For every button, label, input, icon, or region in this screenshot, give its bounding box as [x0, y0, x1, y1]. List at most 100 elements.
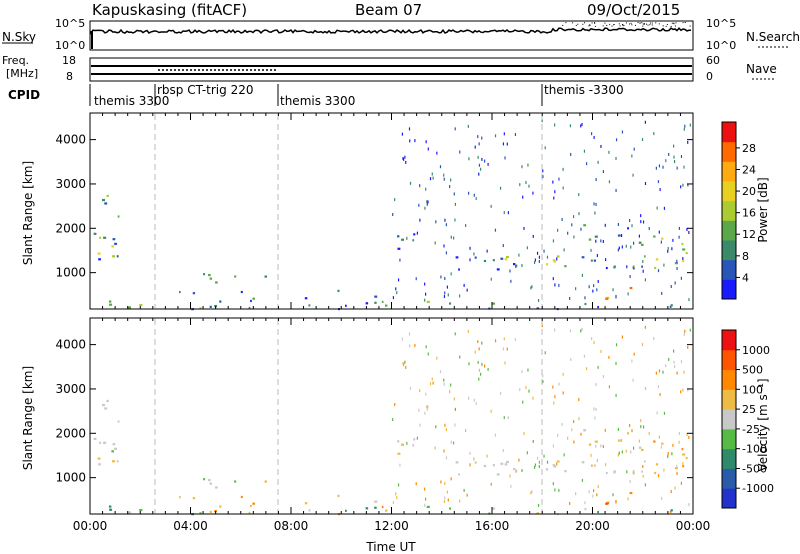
power-cell — [397, 247, 401, 250]
nsearch-point — [625, 22, 627, 24]
power-cell — [469, 258, 471, 262]
nsearch-point — [658, 23, 660, 25]
velocity-cell — [443, 382, 445, 386]
nsearch-point — [671, 22, 673, 24]
power-cell — [454, 127, 456, 131]
velocity-cell — [392, 501, 395, 505]
velocity-cell — [106, 399, 109, 403]
velocity-cell — [425, 345, 427, 349]
colorbar-swatch — [722, 122, 736, 143]
colorbar-tick-label: 8 — [742, 250, 749, 263]
velocity-cell — [553, 465, 557, 468]
power-cell — [215, 281, 218, 284]
power-cell — [504, 258, 508, 261]
nsky-label: N.Sky — [2, 30, 36, 44]
velocity-cell — [657, 474, 660, 478]
power-cell — [521, 165, 523, 169]
power-cell — [663, 206, 666, 210]
power-cell — [662, 165, 664, 169]
velocity-cell — [112, 443, 116, 446]
power-cell — [597, 305, 599, 309]
y-tick-label: 4000 — [55, 133, 86, 147]
velocity-cell — [625, 449, 627, 453]
velocity-cell — [640, 419, 642, 423]
power-cell — [613, 266, 616, 269]
power-cell — [308, 304, 311, 307]
velocity-cell — [504, 361, 506, 365]
power-cell — [494, 134, 497, 138]
nsearch-point — [651, 24, 653, 26]
power-cell — [633, 147, 635, 151]
power-colorbar: 4 8 12 16 20 24 28 — [721, 121, 756, 300]
velocity-cell — [425, 392, 427, 396]
power-cell — [106, 194, 109, 198]
velocity-cell — [596, 493, 598, 497]
velocity-cell — [502, 449, 504, 453]
velocity-cell — [478, 377, 480, 381]
velocity-cell — [139, 508, 143, 512]
velocity-cell — [556, 460, 560, 463]
y-tick-label: 2000 — [55, 221, 86, 235]
power-cell — [686, 228, 688, 232]
power-cell — [392, 296, 395, 300]
freq-label-line2: [MHz] — [6, 67, 38, 80]
power-cell — [515, 265, 517, 269]
power-cell — [657, 180, 660, 184]
power-cell — [631, 224, 633, 228]
velocity-cell — [494, 433, 497, 437]
power-cell — [569, 296, 571, 300]
power-cell — [552, 259, 556, 262]
velocity-cell — [558, 488, 560, 492]
velocity-cell — [404, 360, 406, 364]
velocity-cell — [521, 370, 523, 374]
velocity-cell — [583, 429, 587, 432]
colorbar-frame — [721, 121, 737, 300]
velocity-cell — [473, 457, 475, 461]
power-cell — [594, 211, 596, 215]
velocity-cell — [405, 365, 407, 369]
velocity-cell — [443, 500, 446, 504]
power-cell — [629, 219, 631, 223]
beam-title: Beam 07 — [355, 1, 422, 19]
power-cell — [494, 228, 497, 232]
power-cell — [554, 283, 556, 287]
velocity-cell — [503, 416, 505, 420]
nsearch-point — [630, 22, 632, 24]
power-cell — [477, 135, 479, 139]
power-cell — [127, 306, 131, 309]
velocity-cell — [642, 425, 645, 429]
velocity-cell — [541, 324, 543, 328]
power-cell — [688, 298, 690, 302]
velocity-cell — [117, 420, 120, 423]
power-cell — [542, 175, 544, 179]
power-cell — [536, 251, 539, 255]
colorbar-tick-label: 24 — [742, 163, 756, 176]
velocity-cell — [584, 507, 587, 511]
colorbar-tick-label: -100 — [742, 443, 767, 456]
power-cell — [680, 155, 683, 159]
power-cell — [667, 249, 669, 253]
power-cell — [401, 238, 404, 241]
power-cell — [463, 283, 465, 287]
velocity-cell — [454, 407, 456, 411]
colorbar-swatch — [722, 240, 736, 261]
power-cell — [678, 226, 680, 230]
power-cell — [605, 258, 607, 262]
power-cell — [532, 191, 534, 195]
power-cell — [643, 255, 646, 258]
power-cell — [536, 307, 540, 310]
velocity-cell — [397, 483, 400, 487]
velocity-cell — [215, 486, 218, 489]
velocity-cell — [552, 464, 556, 467]
velocity-colorbar: 1000 500 100 25 -25 -100 -500 -1000 — [721, 329, 774, 509]
velocity-panel: 1000 2000 3000 4000 00:00 04:00 08:00 12:00 16:… — [21, 317, 710, 533]
colorbar-swatch — [722, 349, 736, 371]
velocity-cell — [558, 382, 560, 386]
velocity-yticks: 1000 2000 3000 4000 — [55, 338, 693, 485]
power-cell — [365, 302, 369, 305]
power-cell — [602, 239, 604, 243]
date-title: 09/Oct/2015 — [587, 1, 680, 19]
power-cell — [518, 253, 520, 257]
power-cell — [588, 285, 590, 289]
power-cell — [116, 255, 119, 258]
